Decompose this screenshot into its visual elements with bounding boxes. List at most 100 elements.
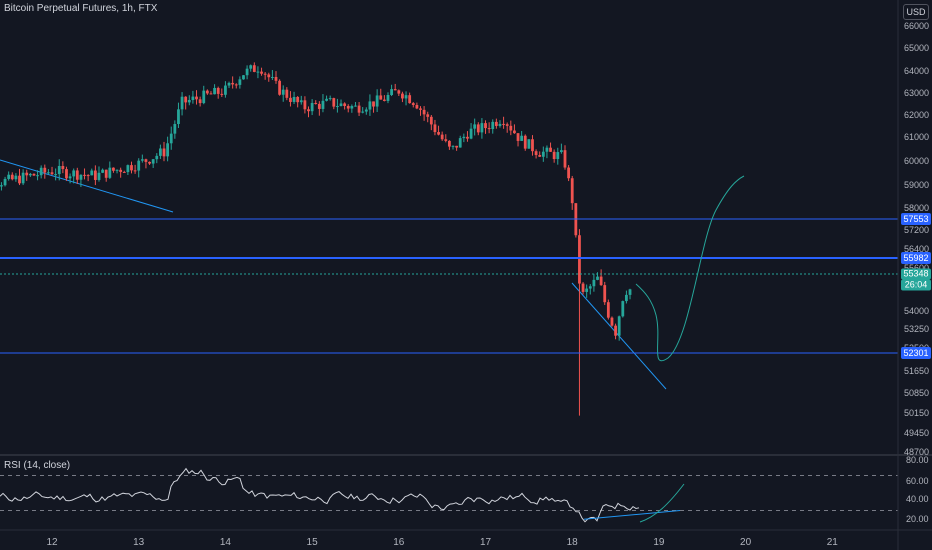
candle-body <box>328 98 332 100</box>
candle-body <box>451 145 455 147</box>
candle-body <box>426 114 430 117</box>
candle-body <box>252 65 256 72</box>
candle-body <box>447 140 451 147</box>
candle-body <box>314 102 318 104</box>
candle-body <box>303 100 307 110</box>
price-badge-level-high: 57553 <box>901 213 931 225</box>
price-axis-label: 48700 <box>904 447 930 457</box>
candle-body <box>47 172 50 174</box>
candle-body <box>484 123 487 129</box>
candle-body <box>541 151 545 157</box>
candle-body <box>538 155 542 157</box>
candle-body <box>531 139 534 152</box>
candle-body <box>491 121 495 130</box>
candle-body <box>36 175 39 177</box>
price-axis-label: 56400 <box>904 244 930 254</box>
candle-body <box>527 139 531 149</box>
candle-body <box>54 174 58 176</box>
candle-body <box>191 96 195 100</box>
candle-body <box>455 145 459 148</box>
candle-body <box>357 105 361 113</box>
candle-body <box>556 152 560 160</box>
candle-body <box>343 103 347 106</box>
candle-body <box>28 173 32 176</box>
candle-body <box>166 143 170 157</box>
price-axis-label: 57200 <box>904 225 930 235</box>
time-axis-label: 15 <box>306 537 318 548</box>
forecast-path-line <box>635 175 745 362</box>
time-axis-label: 17 <box>479 537 492 548</box>
candle-body <box>570 178 574 204</box>
candle-body <box>126 165 130 173</box>
candle-body <box>625 294 628 302</box>
candle-body <box>415 104 419 109</box>
candle-body <box>628 289 632 295</box>
candle-body <box>505 124 509 126</box>
rsi-pane <box>0 467 898 523</box>
candle-body <box>372 101 375 107</box>
currency-button[interactable]: USD <box>903 4 929 20</box>
candle-body <box>0 185 3 187</box>
candle-body <box>379 95 383 100</box>
candle-body <box>350 106 354 109</box>
candle-body <box>195 96 198 100</box>
candle-body <box>339 103 343 107</box>
price-badge-level-low: 52301 <box>901 347 931 359</box>
candle-body <box>437 132 440 135</box>
candle-body <box>249 65 253 69</box>
candle-body <box>75 170 79 180</box>
candle-body <box>202 90 206 104</box>
rsi-title: RSI (14, close) <box>4 460 71 471</box>
chart-title: Bitcoin Perpetual Futures, 1h, FTX <box>4 3 158 14</box>
price-axis-label: 63000 <box>904 88 930 98</box>
candle-body <box>122 171 126 173</box>
candle-body <box>411 103 415 105</box>
candle-body <box>346 105 350 109</box>
candle-body <box>83 174 86 176</box>
candle-body <box>581 283 585 292</box>
candle-body <box>588 286 592 289</box>
candle-body <box>133 170 137 172</box>
candle-body <box>469 128 473 139</box>
candle-body <box>523 135 527 149</box>
candle-body <box>281 89 285 95</box>
candle-body <box>480 123 484 133</box>
candle-body <box>610 317 614 326</box>
rsi-forecast-line <box>639 483 685 523</box>
candle-body <box>382 99 386 101</box>
candle-body <box>101 169 104 173</box>
candle-body <box>310 102 314 112</box>
rsi-axis-label: 20.00 <box>906 514 929 524</box>
candle-body <box>513 130 516 134</box>
candle-body <box>209 93 213 95</box>
time-axis-label: 19 <box>653 537 665 548</box>
candle-body <box>39 167 43 176</box>
candle-body <box>18 175 21 184</box>
candle-body <box>256 71 260 73</box>
price-axis-label: 50150 <box>904 408 930 418</box>
candle-body <box>614 325 617 336</box>
candle-body <box>603 285 607 303</box>
candle-body <box>617 316 621 336</box>
candle-body <box>119 169 123 172</box>
candle-body <box>187 99 191 103</box>
price-axis-label: 49450 <box>904 428 930 438</box>
rsi-axis-label: 80.00 <box>906 455 929 465</box>
candle-body <box>404 95 408 99</box>
candle-body <box>299 100 303 103</box>
candle-body <box>144 159 148 162</box>
price-axis-label: 62000 <box>904 110 930 120</box>
price-axis-label: 55600 <box>904 263 929 273</box>
candle-body <box>86 175 90 177</box>
price-axis-label: 66000 <box>904 21 930 31</box>
price-axis-label: 60000 <box>904 156 930 166</box>
candle-body <box>137 160 141 171</box>
candle-body <box>43 167 47 173</box>
time-axis-label: 20 <box>740 537 752 548</box>
candle-body <box>112 167 115 171</box>
rsi-axis-label: 40.00 <box>906 494 929 504</box>
candle-body <box>549 147 552 152</box>
candle-body <box>292 96 296 102</box>
candle-body <box>227 82 231 86</box>
